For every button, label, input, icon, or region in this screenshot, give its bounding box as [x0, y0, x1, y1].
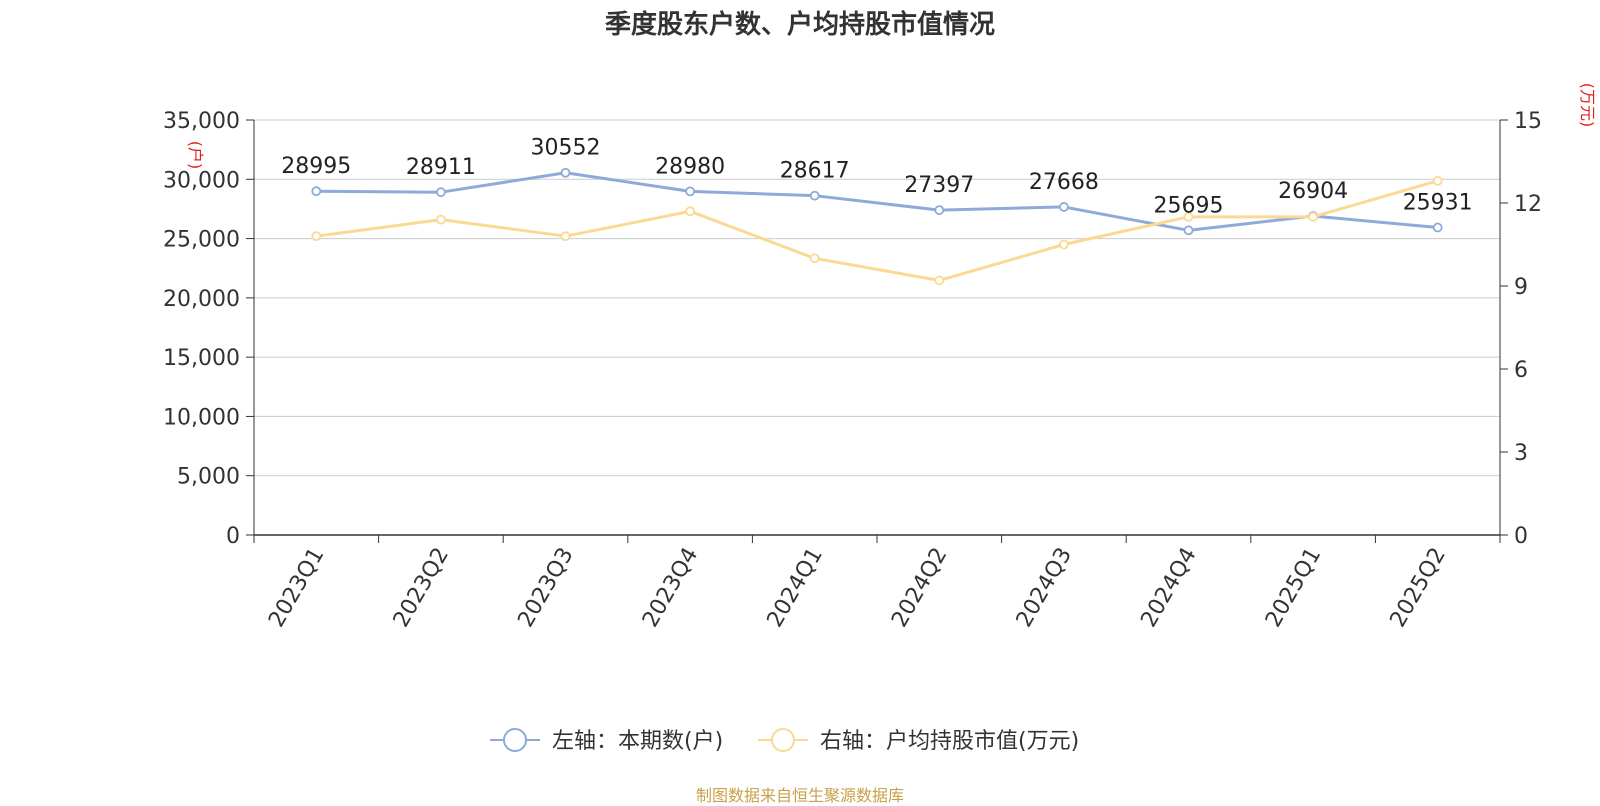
y-left-unit-label: (户) — [186, 141, 205, 170]
chart-title: 季度股东户数、户均持股市值情况 — [604, 10, 995, 40]
data-label: 28980 — [655, 154, 725, 179]
x-tick-label: 2024Q3 — [1012, 544, 1077, 632]
data-point-holders — [809, 190, 820, 201]
y-right-tick-label: 6 — [1514, 358, 1528, 383]
data-point-holders — [934, 205, 945, 216]
data-point-avg-value — [1432, 175, 1443, 186]
legend-marker-1 — [503, 728, 527, 752]
y-right-unit-label: (万元) — [1578, 83, 1597, 128]
data-point-avg-value — [435, 214, 446, 225]
x-tick-label: 2024Q2 — [887, 544, 952, 632]
x-tick-label: 2024Q1 — [763, 544, 828, 632]
legend-label-2: 右轴：户均持股市值(万元) — [820, 729, 1079, 754]
x-tick-label: 2025Q1 — [1261, 544, 1326, 632]
series-line-holders — [316, 171, 1438, 232]
data-label: 27668 — [1029, 170, 1099, 195]
data-point-holders — [685, 186, 695, 197]
x-tick-label: 2023Q4 — [638, 544, 703, 632]
y-left-tick-label: 15,000 — [163, 346, 240, 371]
data-point-avg-value — [560, 231, 571, 242]
x-tick-label: 2024Q4 — [1136, 544, 1201, 632]
y-left-tick-label: 10,000 — [163, 405, 240, 430]
y-right-tick-label: 12 — [1514, 192, 1542, 217]
data-point-avg-value — [934, 275, 945, 286]
data-label: 30552 — [531, 136, 601, 161]
data-label: 26904 — [1278, 179, 1348, 204]
series-line-avg-value — [316, 179, 1439, 282]
legend-label-1: 左轴：本期数(户) — [552, 729, 723, 754]
data-point-avg-value — [1059, 239, 1069, 250]
data-point-avg-value — [1308, 211, 1318, 222]
y-right-tick-label: 0 — [1514, 524, 1528, 549]
data-label: 28995 — [281, 154, 351, 179]
x-tick-label: 2025Q2 — [1386, 544, 1451, 632]
data-label: 28617 — [780, 159, 850, 184]
data-point-holders — [435, 187, 446, 198]
data-label: 25695 — [1154, 193, 1224, 218]
grid-layer — [254, 119, 1500, 477]
data-label: 27397 — [904, 173, 974, 198]
data-point-holders — [560, 167, 571, 178]
data-point-avg-value — [685, 206, 695, 217]
y-left-tick-label: 25,000 — [163, 228, 240, 253]
data-label: 25931 — [1403, 191, 1473, 216]
legend[interactable]: 左轴：本期数(户) 右轴：户均持股市值(万元) — [490, 728, 1079, 754]
y-left-tick-label: 30,000 — [163, 168, 240, 193]
y-left-tick-label: 0 — [226, 524, 240, 549]
data-point-holders — [1432, 222, 1443, 233]
y-left-tick-label: 5,000 — [177, 465, 240, 490]
x-tick-label: 2023Q3 — [513, 544, 578, 632]
y-left-tick-label: 20,000 — [163, 287, 240, 312]
x-tick-label: 2023Q2 — [389, 544, 454, 632]
data-label: 28911 — [406, 155, 476, 180]
series-layer — [311, 167, 1443, 286]
y-right-tick-label: 15 — [1514, 109, 1542, 134]
footer-source: 制图数据来自恒生聚源数据库 — [695, 786, 904, 805]
data-labels-layer: 28995 28911 30552 28980 28617 27397 27668 25695… — [281, 136, 1472, 219]
data-point-avg-value — [311, 231, 322, 242]
y-right-tick-label: 3 — [1514, 441, 1528, 466]
y-left-tick-label: 35,000 — [163, 109, 240, 134]
data-point-holders — [1059, 202, 1069, 212]
legend-marker-2 — [771, 728, 795, 752]
y-right-tick-label: 9 — [1514, 275, 1528, 300]
x-tick-label: 2023Q1 — [264, 544, 329, 632]
data-point-holders — [1183, 225, 1194, 236]
data-point-holders — [311, 186, 322, 197]
data-point-avg-value — [1183, 211, 1194, 222]
data-point-avg-value — [809, 253, 820, 264]
